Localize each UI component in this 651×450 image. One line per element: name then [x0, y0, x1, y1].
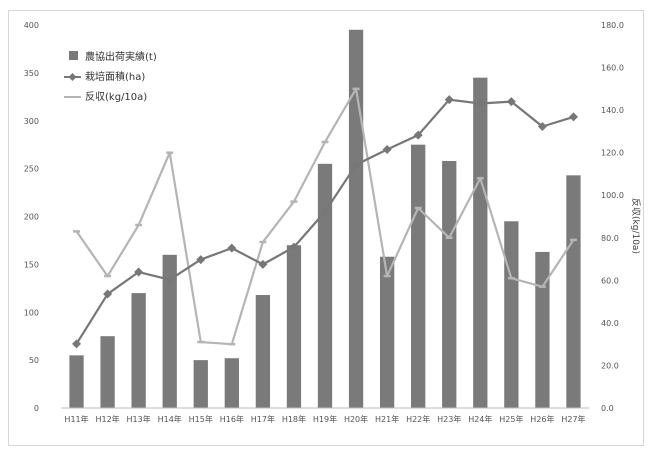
- bar: [100, 336, 115, 408]
- area-point: [444, 95, 454, 105]
- area-point: [413, 130, 423, 140]
- right-tick-label: 160.0: [601, 64, 624, 73]
- right-tick-label: 60.0: [601, 276, 619, 285]
- bar: [442, 160, 457, 408]
- x-tick-label: H16年: [220, 414, 244, 424]
- legend-label: 農協出荷実績(t): [85, 50, 157, 63]
- bar: [566, 175, 581, 408]
- area-point: [475, 99, 485, 109]
- bar: [473, 77, 488, 408]
- left-axis: 0 50 100 150 200 250 300 350 400: [24, 21, 39, 413]
- x-tick-label: H11年: [64, 414, 88, 424]
- right-axis: 0.0 20.0 40.0 60.0 80.0 100.0 120.0 140.0 160.0 1…: [601, 21, 624, 413]
- x-tick-label: H24年: [468, 414, 492, 424]
- line-series: [72, 87, 578, 349]
- left-tick-label: 400: [24, 21, 39, 30]
- area-point: [568, 112, 578, 122]
- x-axis: H11年 H12年 H13年 H14年 H15年 H16年 H17年 H18年 H19年 H20年…: [61, 407, 589, 424]
- bar: [317, 163, 333, 408]
- chart-frame: 0 50 100 150 200 250 300 350 400 0.0 20.0 40.0 60.0…: [8, 10, 644, 446]
- right-tick-label: 100.0: [601, 191, 624, 200]
- left-tick-label: 100: [24, 308, 39, 317]
- combo-chart: 0 50 100 150 200 250 300 350 400 0.0 20.0 40.0 60.0…: [24, 21, 642, 424]
- x-tick-label: H14年: [158, 414, 182, 424]
- legend: 農協出荷実績(t) 栽培面積(ha) 反収(kg/10a): [64, 50, 157, 103]
- x-tick-label: H21年: [375, 414, 399, 424]
- x-tick-label: H26年: [530, 414, 554, 424]
- bar: [379, 256, 395, 408]
- bar: [535, 251, 550, 408]
- right-axis-title: 反収(kg/10a): [630, 198, 642, 254]
- left-tick-label: 0: [34, 404, 39, 413]
- x-tick-label: H22年: [406, 414, 430, 424]
- area-point: [506, 97, 516, 107]
- bar: [411, 144, 426, 408]
- left-tick-label: 300: [24, 117, 39, 126]
- area-point: [258, 259, 268, 269]
- area-point: [320, 207, 330, 217]
- area-point: [227, 243, 237, 253]
- area-point: [537, 121, 547, 131]
- x-tick-label: H19年: [313, 414, 337, 424]
- area-point: [103, 289, 113, 299]
- left-tick-label: 200: [24, 213, 39, 222]
- x-tick-label: H15年: [189, 414, 213, 424]
- bar: [286, 245, 302, 408]
- right-tick-label: 0.0: [601, 404, 614, 413]
- bar: [131, 293, 146, 408]
- legend-label: 反収(kg/10a): [85, 91, 147, 103]
- right-tick-label: 120.0: [601, 149, 624, 158]
- area-point: [134, 267, 144, 277]
- x-tick-label: H12年: [95, 414, 119, 424]
- right-tick-label: 180.0: [601, 21, 624, 30]
- left-tick-label: 250: [24, 165, 39, 174]
- bar: [255, 295, 271, 408]
- left-tick-label: 50: [29, 356, 39, 365]
- right-tick-label: 140.0: [601, 106, 624, 115]
- area-point: [72, 339, 82, 349]
- x-tick-label: H27年: [561, 414, 585, 424]
- bar: [162, 254, 177, 408]
- bar-series: [69, 29, 581, 408]
- left-tick-label: 350: [24, 69, 39, 78]
- x-tick-label: H23年: [437, 414, 461, 424]
- bar: [224, 358, 239, 408]
- x-tick-label: H25年: [499, 414, 523, 424]
- area-point: [382, 144, 392, 154]
- area-point: [351, 160, 361, 170]
- right-tick-label: 20.0: [601, 361, 619, 370]
- x-tick-label: H20年: [344, 414, 368, 424]
- left-tick-label: 150: [24, 260, 39, 269]
- area-point: [289, 242, 299, 252]
- legend-swatch-bar: [69, 51, 78, 60]
- legend-label: 栽培面積(ha): [85, 70, 145, 83]
- right-tick-label: 80.0: [601, 234, 619, 243]
- legend-marker-area: [68, 73, 77, 81]
- x-tick-label: H18年: [282, 414, 306, 424]
- area-point: [165, 275, 175, 285]
- bar: [348, 29, 364, 408]
- bar: [69, 355, 84, 408]
- x-tick-label: H17年: [251, 414, 275, 424]
- x-tick-label: H13年: [127, 414, 151, 424]
- bar: [504, 221, 519, 408]
- area-point: [196, 255, 206, 265]
- right-tick-label: 40.0: [601, 319, 619, 328]
- bar: [193, 360, 208, 408]
